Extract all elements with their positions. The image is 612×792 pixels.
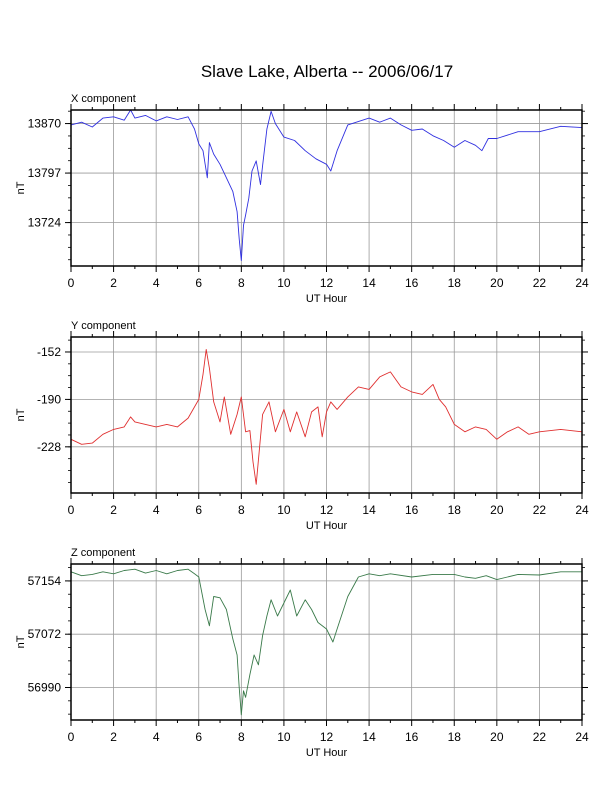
x-tick-label: 0 xyxy=(68,730,75,744)
y-tick-label: 57072 xyxy=(28,627,62,641)
x-tick-label: 18 xyxy=(448,730,462,744)
y-tick-label: 56990 xyxy=(28,681,62,695)
x-tick-label: 20 xyxy=(490,503,504,517)
plot-frame xyxy=(70,109,583,267)
x-axis-label: UT Hour xyxy=(306,747,348,759)
x-tick-label: 12 xyxy=(320,503,334,517)
x-tick-label: 22 xyxy=(533,730,547,744)
x-tick-label: 12 xyxy=(320,276,334,290)
x-tick-label: 6 xyxy=(195,276,202,290)
panel-label: X component xyxy=(71,93,136,105)
x-tick-label: 12 xyxy=(320,730,334,744)
x-tick-label: 4 xyxy=(153,503,160,517)
y-tick-label: -152 xyxy=(37,345,61,359)
plot-frame xyxy=(70,336,583,494)
x-tick-label: 16 xyxy=(405,276,419,290)
x-tick-label: 16 xyxy=(405,730,419,744)
panel-label: Z component xyxy=(71,547,135,559)
x-tick-label: 2 xyxy=(110,730,117,744)
y-tick-label: 13797 xyxy=(28,166,62,180)
x-tick-label: 14 xyxy=(362,730,376,744)
y-axis-label: nT xyxy=(15,408,27,421)
y-axis-label: nT xyxy=(15,181,27,194)
series-line xyxy=(70,349,583,485)
x-tick-label: 4 xyxy=(153,730,160,744)
x-tick-label: 2 xyxy=(110,503,117,517)
x-axis-label: UT Hour xyxy=(306,520,348,532)
x-tick-label: 18 xyxy=(448,276,462,290)
x-tick-label: 4 xyxy=(153,276,160,290)
x-tick-label: 8 xyxy=(238,730,245,744)
x-tick-label: 8 xyxy=(238,503,245,517)
x-tick-label: 22 xyxy=(533,276,547,290)
x-tick-label: 24 xyxy=(575,730,589,744)
chart-title: Slave Lake, Alberta -- 2006/06/17 xyxy=(201,62,453,81)
x-tick-label: 24 xyxy=(575,503,589,517)
series-line xyxy=(70,109,583,262)
y-tick-label: 13724 xyxy=(28,216,62,230)
x-tick-label: 20 xyxy=(490,276,504,290)
panel-label: Y component xyxy=(71,320,136,332)
x-tick-label: 0 xyxy=(68,276,75,290)
y-tick-label: 57154 xyxy=(28,574,62,588)
x-axis-label: UT Hour xyxy=(306,293,348,305)
x-tick-label: 6 xyxy=(195,503,202,517)
series-line xyxy=(70,568,582,716)
x-tick-label: 0 xyxy=(68,503,75,517)
x-tick-label: 22 xyxy=(533,503,547,517)
x-tick-label: 24 xyxy=(575,276,589,290)
x-tick-label: 10 xyxy=(277,276,291,290)
y-tick-label: -190 xyxy=(37,392,61,406)
x-tick-label: 8 xyxy=(238,276,245,290)
x-tick-label: 16 xyxy=(405,503,419,517)
x-tick-label: 18 xyxy=(448,503,462,517)
y-axis-label: nT xyxy=(15,635,27,648)
plot-frame xyxy=(70,563,583,721)
x-tick-label: 20 xyxy=(490,730,504,744)
y-tick-label: 13870 xyxy=(28,117,62,131)
x-tick-label: 10 xyxy=(277,503,291,517)
x-tick-label: 10 xyxy=(277,730,291,744)
x-tick-label: 2 xyxy=(110,276,117,290)
x-tick-label: 14 xyxy=(362,276,376,290)
x-tick-label: 6 xyxy=(195,730,202,744)
y-tick-label: -228 xyxy=(37,440,61,454)
x-tick-label: 14 xyxy=(362,503,376,517)
